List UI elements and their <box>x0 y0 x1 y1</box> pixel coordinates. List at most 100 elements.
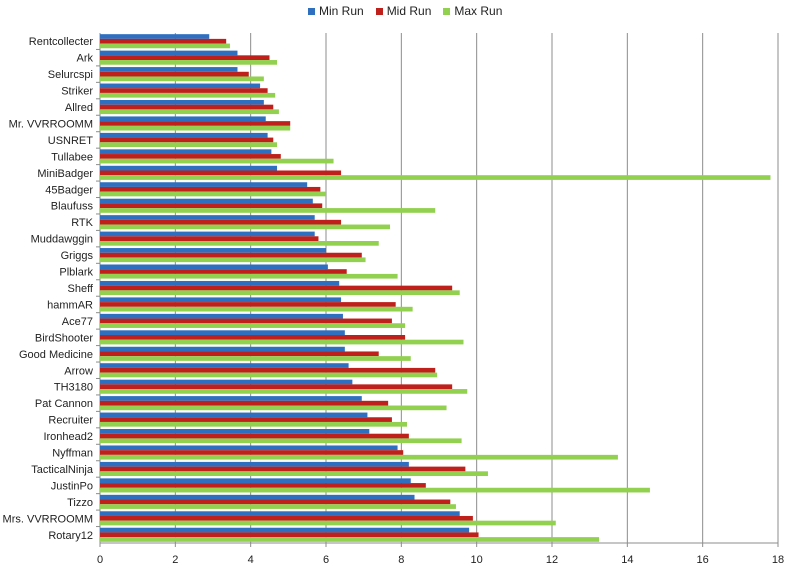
bar-mid-run <box>100 532 479 538</box>
category-label: Muddawggin <box>31 234 93 246</box>
x-tick-label: 4 <box>248 554 254 566</box>
bar-max-run <box>100 158 334 164</box>
bar-max-run <box>100 142 278 147</box>
bar-mid-run <box>100 269 347 274</box>
category-label: Tullabee <box>51 151 93 163</box>
bar-mid-run <box>100 219 342 225</box>
bar-max-run <box>100 356 411 361</box>
bar-min-run <box>100 116 266 122</box>
bar-max-run <box>100 290 460 296</box>
bar-mid-run <box>100 367 436 373</box>
bar-max-run <box>100 306 413 312</box>
bar-min-run <box>100 396 362 401</box>
bar-mid-run <box>100 170 342 176</box>
bar-mid-run <box>100 71 249 77</box>
bar-min-run <box>100 264 328 270</box>
x-tick-label: 16 <box>697 554 709 566</box>
category-label: Nyffman <box>52 448 93 460</box>
category-label: Allred <box>65 102 93 114</box>
bar-min-run <box>100 527 470 533</box>
category-label: TacticalNinja <box>31 464 94 476</box>
bar-mid-run <box>100 417 392 422</box>
bar-mid-run <box>100 186 321 192</box>
bar-mid-run <box>100 318 392 324</box>
category-label: Mrs. VVRROOMM <box>3 513 93 525</box>
bar-min-run <box>100 346 345 352</box>
bar-max-run <box>100 438 462 444</box>
category-label: TH3180 <box>54 382 93 394</box>
bar-mid-run <box>100 121 291 126</box>
legend-swatch-min-run <box>308 7 315 15</box>
bar-min-run <box>100 182 308 187</box>
bar-max-run <box>100 273 398 279</box>
x-tick-label: 6 <box>323 554 329 566</box>
legend-item-mid-run: Mid Run <box>375 4 432 18</box>
bar-min-run <box>100 412 368 418</box>
bar-mid-run <box>100 104 274 110</box>
category-label: Recruiter <box>48 415 93 427</box>
bar-max-run <box>100 92 276 98</box>
x-tick-label: 18 <box>772 554 784 566</box>
bar-max-run <box>100 454 618 460</box>
category-label: Plblark <box>59 267 93 279</box>
x-tick-label: 8 <box>398 554 404 566</box>
bar-max-run <box>100 537 600 542</box>
category-label: Ironhead2 <box>43 431 93 443</box>
legend-label-max-run: Max Run <box>454 4 503 18</box>
bar-min-run <box>100 165 278 171</box>
bar-mid-run <box>100 433 409 439</box>
x-tick-label: 10 <box>471 554 483 566</box>
category-label: hammAR <box>47 299 93 311</box>
bar-min-run <box>100 461 409 467</box>
bar-mid-run <box>100 450 404 455</box>
legend-label-mid-run: Mid Run <box>386 4 432 18</box>
bar-mid-run <box>100 55 270 61</box>
bar-max-run <box>100 471 488 477</box>
bar-min-run <box>100 280 340 286</box>
bar-max-run <box>100 520 556 526</box>
category-label: Rotary12 <box>48 530 93 542</box>
category-label: Ace77 <box>62 316 93 328</box>
bar-min-run <box>100 363 349 368</box>
bar-max-run <box>100 323 406 328</box>
bar-max-run <box>100 109 279 115</box>
bar-mid-run <box>100 483 426 488</box>
bar-max-run <box>100 60 278 65</box>
bar-min-run <box>100 494 415 500</box>
bar-mid-run <box>100 499 451 505</box>
category-label: Pat Cannon <box>35 398 93 410</box>
bar-max-run <box>100 43 230 49</box>
category-label: Striker <box>61 86 93 98</box>
bar-mid-run <box>100 88 268 93</box>
bar-min-run <box>100 83 261 89</box>
bar-min-run <box>100 67 238 72</box>
category-label: MiniBadger <box>37 168 93 180</box>
bar-max-run <box>100 175 771 180</box>
category-label: RTK <box>71 217 93 229</box>
legend: Min Run Mid Run Max Run <box>308 4 502 18</box>
bar-min-run <box>100 198 313 204</box>
bar-min-run <box>100 231 315 237</box>
bar-min-run <box>100 478 411 484</box>
bar-max-run <box>100 405 447 411</box>
bar-min-run <box>100 330 345 336</box>
category-label: 45Badger <box>45 184 93 196</box>
bar-min-run <box>100 379 353 385</box>
bar-mid-run <box>100 154 281 159</box>
bar-mid-run <box>100 351 379 357</box>
bar-min-run <box>100 132 268 138</box>
bar-min-run <box>100 313 343 319</box>
bar-min-run <box>100 99 264 105</box>
bar-min-run <box>100 297 342 303</box>
category-label: Rentcollecter <box>29 36 94 48</box>
legend-swatch-mid-run <box>375 7 383 15</box>
bar-max-run <box>100 339 464 345</box>
category-label: Arrow <box>64 365 93 377</box>
x-tick-label: 0 <box>97 554 103 566</box>
bar-mid-run <box>100 236 319 241</box>
bar-min-run <box>100 445 398 451</box>
category-label: Ark <box>77 53 94 65</box>
bar-min-run <box>100 50 238 56</box>
category-label: BirdShooter <box>35 332 93 344</box>
